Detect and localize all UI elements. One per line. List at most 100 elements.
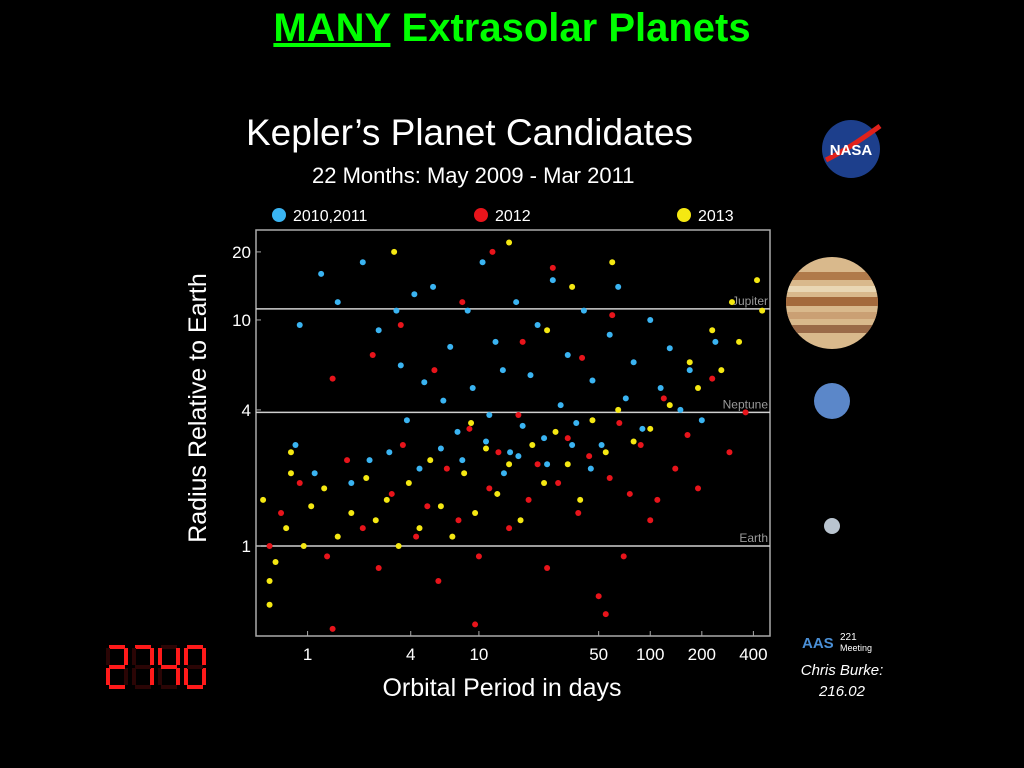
point-2010-2011	[507, 449, 514, 456]
legend-marker	[677, 208, 691, 222]
point-2010-2011	[416, 465, 423, 472]
point-2012	[459, 299, 466, 306]
legend-marker	[474, 208, 488, 222]
point-2013	[391, 248, 398, 255]
data-points	[260, 239, 766, 632]
counter-segment	[176, 648, 180, 665]
point-2013	[427, 457, 434, 464]
point-2012	[369, 351, 376, 358]
point-2013	[363, 474, 370, 481]
point-2010-2011	[479, 259, 486, 266]
point-2012	[413, 533, 420, 540]
point-2013	[736, 338, 743, 345]
point-2012	[534, 461, 541, 468]
point-2013	[506, 461, 513, 468]
point-2010-2011	[348, 480, 355, 487]
point-2012	[555, 480, 562, 487]
point-2013	[569, 283, 576, 290]
point-2013	[589, 417, 596, 424]
point-2010-2011	[569, 441, 576, 448]
counter-segment	[132, 648, 136, 665]
point-2012	[455, 517, 462, 524]
point-2010-2011	[527, 372, 534, 379]
point-2013	[266, 601, 273, 608]
point-2013	[405, 480, 412, 487]
point-2010-2011	[639, 425, 646, 432]
point-2012	[324, 553, 331, 560]
counter-segment	[135, 645, 151, 649]
point-2012	[266, 543, 273, 550]
point-2010-2011	[549, 277, 556, 284]
point-2010-2011	[469, 385, 476, 392]
point-2012	[519, 338, 526, 345]
point-2010-2011	[486, 411, 493, 418]
point-2013	[517, 517, 524, 524]
point-2010-2011	[403, 417, 410, 424]
legend-marker	[272, 208, 286, 222]
point-2013	[494, 490, 501, 497]
counter-segment	[161, 665, 177, 669]
point-2013	[449, 533, 456, 540]
point-2013	[602, 449, 609, 456]
point-2013	[272, 558, 279, 565]
point-2010-2011	[430, 283, 437, 290]
point-2010-2011	[334, 299, 341, 306]
point-2010-2011	[292, 441, 299, 448]
point-2010-2011	[622, 395, 629, 402]
point-2012	[606, 474, 613, 481]
point-2012	[575, 510, 582, 517]
counter-segment	[106, 648, 110, 665]
counter-segment	[161, 685, 177, 689]
reference-label-earth: Earth	[739, 531, 768, 545]
nasa-logo-text: NASA	[830, 142, 873, 159]
point-2012	[329, 625, 336, 632]
point-2013	[266, 578, 273, 585]
counter-segment	[150, 668, 154, 685]
point-2013	[686, 359, 693, 366]
point-2013	[577, 496, 584, 503]
jupiter-image	[786, 257, 878, 349]
counter-segment	[106, 668, 110, 685]
point-2010-2011	[698, 417, 705, 424]
point-2010-2011	[464, 307, 471, 314]
point-2012	[579, 354, 586, 361]
counter-segment	[158, 648, 162, 665]
point-2013	[541, 480, 548, 487]
point-2012	[544, 564, 551, 571]
point-2012	[564, 435, 571, 442]
y-axis-label: Radius Relative to Earth	[184, 273, 212, 543]
point-2010-2011	[459, 457, 466, 464]
point-2013	[383, 496, 390, 503]
point-2013	[529, 441, 536, 448]
point-2010-2011	[666, 345, 673, 352]
point-2010-2011	[359, 259, 366, 266]
point-2010-2011	[534, 321, 541, 328]
point-2010-2011	[499, 367, 506, 374]
counter-segment	[187, 685, 203, 689]
point-2010-2011	[606, 331, 613, 338]
point-2013	[695, 385, 702, 392]
reference-label-neptune: Neptune	[723, 397, 769, 411]
point-2013	[437, 503, 444, 510]
point-2013	[348, 510, 355, 517]
point-2012	[549, 264, 556, 271]
point-2010-2011	[557, 402, 564, 409]
point-2010-2011	[492, 338, 499, 345]
y-tick-label: 10	[232, 311, 251, 330]
neptune-image	[814, 383, 850, 419]
legend-label: 2010,2011	[293, 208, 368, 225]
counter-segment	[109, 685, 125, 689]
planet-count-display	[106, 645, 206, 689]
counter-segment	[184, 668, 188, 685]
x-tick-label: 50	[589, 645, 608, 664]
slide-title: MANY Extrasolar Planets	[0, 6, 1024, 51]
credit: Chris Burke: 216.02	[796, 660, 888, 702]
point-2012	[296, 480, 303, 487]
legend-label: 2012	[495, 208, 531, 225]
point-2012	[486, 485, 493, 492]
chart-title: Kepler’s Planet Candidates	[246, 112, 694, 153]
credit-name: Chris Burke:	[800, 662, 884, 679]
point-2010-2011	[483, 438, 490, 445]
point-2012	[695, 485, 702, 492]
point-2012	[466, 425, 473, 432]
